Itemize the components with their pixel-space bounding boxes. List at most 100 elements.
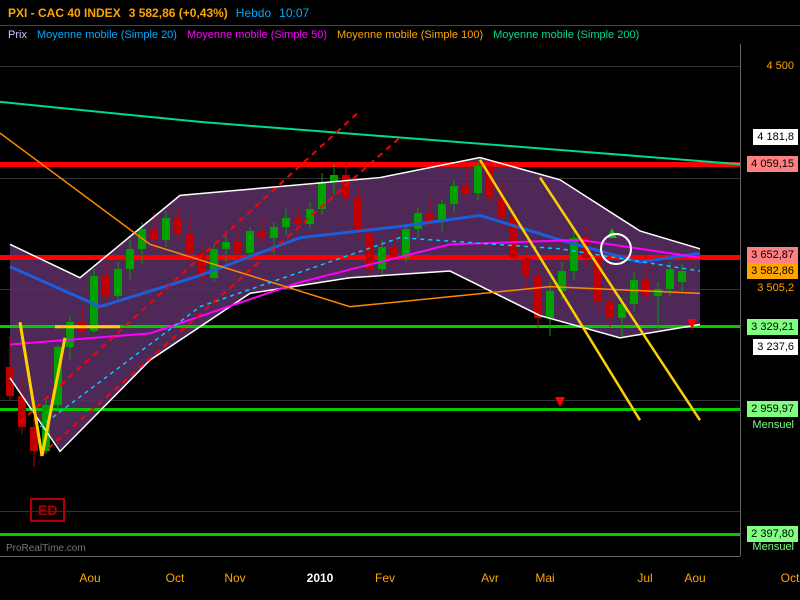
legend-item: Moyenne mobile (Simple 100) — [337, 29, 483, 41]
candle — [630, 271, 638, 311]
candle — [270, 222, 278, 255]
candle — [582, 227, 590, 267]
price-axis: 4 500 4 181,8 4 059,15 3 652,873 582,863 50… — [740, 44, 800, 556]
price-level-label: 3 652,87 — [747, 247, 798, 263]
candle — [354, 186, 362, 239]
candle — [30, 418, 38, 467]
candle — [546, 282, 554, 335]
candle — [474, 160, 482, 200]
time-axis-label: Nov — [224, 571, 245, 585]
gridline — [0, 511, 740, 512]
time-axis-label: Fev — [375, 571, 395, 585]
price-level-label: 4 059,15 — [747, 156, 798, 172]
candle — [246, 227, 254, 258]
candle — [618, 298, 626, 336]
candle — [390, 231, 398, 267]
time-axis-label: Avr — [481, 571, 499, 585]
candle — [486, 160, 494, 205]
horizontal-level — [0, 408, 740, 411]
candle — [462, 166, 470, 199]
candle — [126, 240, 134, 280]
candle — [138, 222, 146, 264]
price-level-label: 4 181,8 — [753, 129, 798, 145]
candle — [330, 164, 338, 195]
arrow-down-icon — [687, 319, 697, 329]
candle — [534, 267, 542, 329]
watermark: ProRealTime.com — [6, 543, 86, 554]
candle — [678, 264, 686, 291]
candle — [450, 180, 458, 213]
candle — [114, 262, 122, 300]
candle — [258, 218, 266, 245]
candle — [294, 207, 302, 231]
time-axis-label: Aou — [684, 571, 705, 585]
ed-indicator: ED — [30, 498, 65, 522]
candle — [282, 209, 290, 236]
legend: Prix Moyenne mobile (Simple 20) Moyenne mo… — [0, 26, 800, 44]
candle — [498, 182, 506, 227]
chart-header: PXI - CAC 40 INDEX 3 582,86 (+0,43%) Heb… — [0, 0, 800, 26]
gridline — [0, 66, 740, 67]
time-label: 10:07 — [279, 6, 309, 20]
candle — [54, 345, 62, 410]
candle — [42, 400, 50, 453]
arrow-down-icon — [555, 397, 565, 407]
price-level-label: 2 959,97 — [747, 401, 798, 417]
candle — [606, 282, 614, 327]
candle — [642, 253, 650, 302]
gridline — [0, 178, 740, 179]
legend-item: Moyenne mobile (Simple 50) — [187, 29, 327, 41]
price-level-label: 3 329,21 — [747, 319, 798, 335]
candle — [222, 231, 230, 262]
candle — [342, 162, 350, 204]
candle — [510, 211, 518, 264]
candle — [174, 207, 182, 240]
candle — [558, 262, 566, 300]
candle — [318, 173, 326, 215]
price-level-label: Mensuel — [748, 539, 798, 555]
candle — [570, 229, 578, 280]
price-level-label: Mensuel — [748, 417, 798, 433]
candle — [594, 249, 602, 311]
candle — [438, 200, 446, 231]
candle — [6, 336, 14, 401]
chart-area[interactable] — [0, 44, 740, 556]
candle — [78, 307, 86, 338]
candle — [414, 207, 422, 238]
candle — [654, 282, 662, 329]
candle — [426, 195, 434, 226]
time-axis-label: Jul — [637, 571, 652, 585]
candle — [522, 240, 530, 289]
gridline — [0, 289, 740, 290]
candle — [378, 240, 386, 276]
price-label: 3 582,86 (+0,43%) — [129, 6, 228, 20]
candle — [306, 202, 314, 229]
candle — [402, 224, 410, 262]
gridline — [0, 400, 740, 401]
price-level-label: 4 500 — [762, 58, 798, 74]
timeframe-label: Hebdo — [236, 6, 271, 20]
price-level-label: 3 582,86 — [747, 263, 798, 279]
candle — [102, 258, 110, 305]
time-axis-label: Mai — [535, 571, 554, 585]
time-axis-label: 2010 — [307, 571, 334, 585]
candle — [18, 378, 26, 434]
horizontal-level — [0, 162, 740, 167]
candle — [234, 229, 242, 260]
legend-item: Moyenne mobile (Simple 20) — [37, 29, 177, 41]
candle — [186, 220, 194, 262]
candle — [210, 244, 218, 282]
horizontal-level — [0, 533, 740, 536]
highlight-circle — [600, 233, 632, 265]
candle — [198, 244, 206, 284]
time-axis-label: Oct — [781, 571, 800, 585]
price-level-label: 3 505,2 — [753, 280, 798, 296]
time-axis-label: Aou — [79, 571, 100, 585]
horizontal-level — [0, 325, 740, 328]
legend-item: Prix — [8, 29, 27, 41]
candle — [162, 211, 170, 247]
symbol-label: PXI - CAC 40 INDEX — [8, 6, 121, 20]
candle — [666, 262, 674, 295]
candle — [150, 213, 158, 249]
price-level-label: 3 237,6 — [753, 339, 798, 355]
